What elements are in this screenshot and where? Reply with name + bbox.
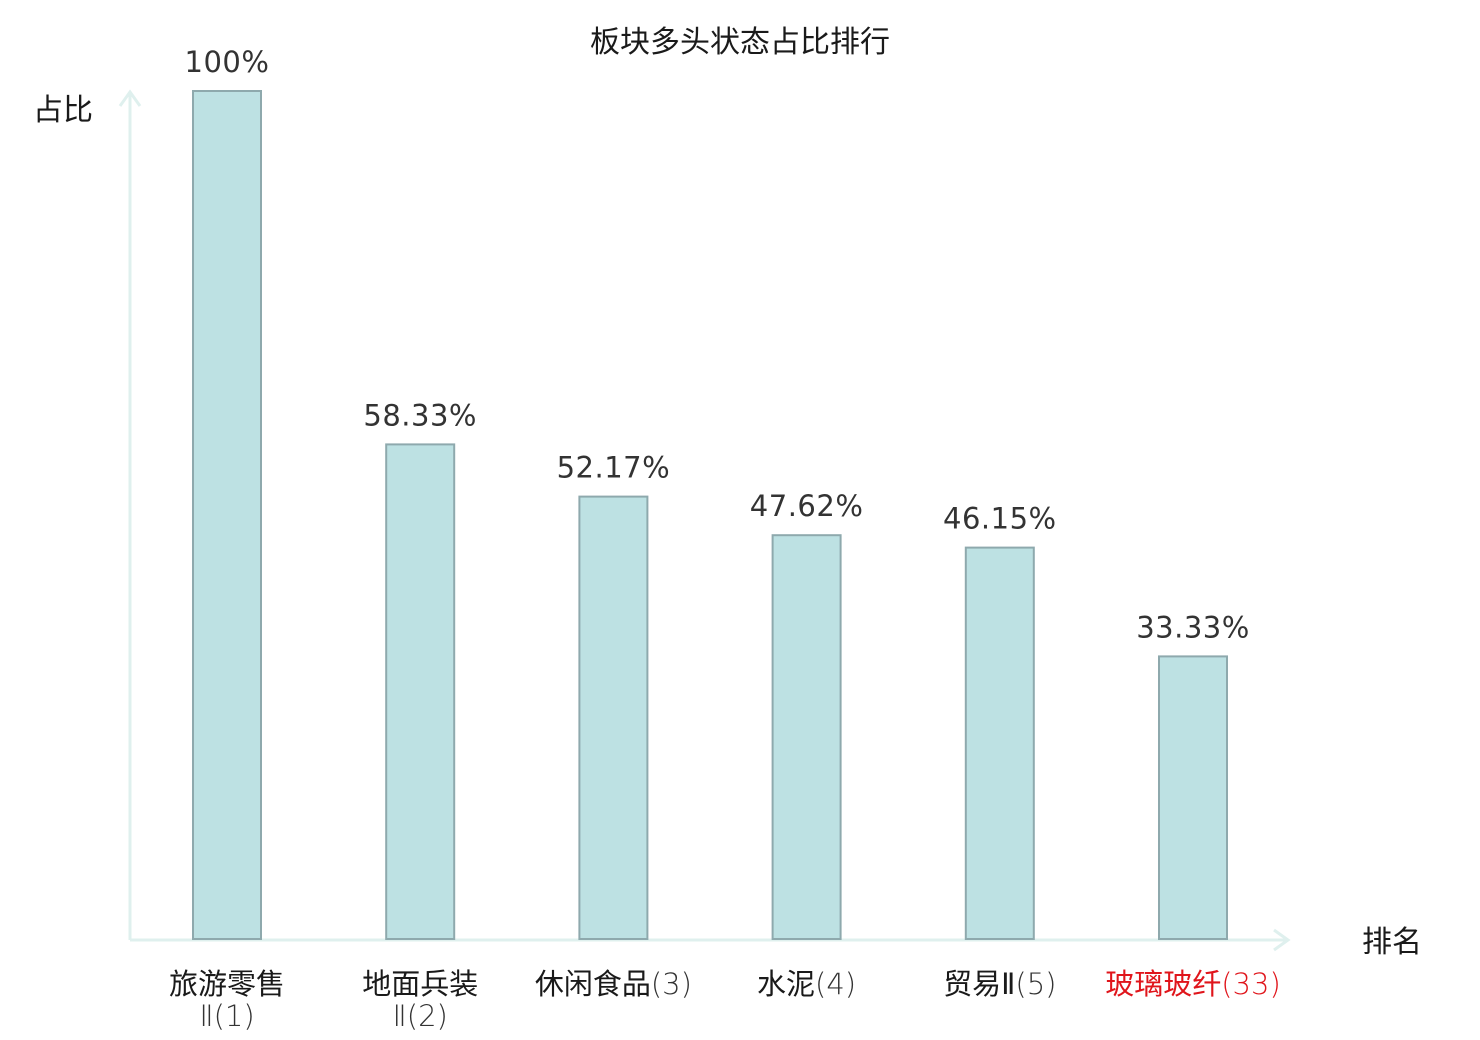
bar (385, 443, 456, 940)
bar (1158, 655, 1228, 941)
bars-group (192, 90, 1228, 941)
tick-label: 水泥(4) (757, 967, 856, 1001)
x-axis-arrow (1273, 928, 1291, 952)
tick-label: 旅游零售 Ⅱ(1) (169, 967, 285, 1033)
y-axis-arrow (118, 89, 142, 107)
bar (771, 534, 842, 940)
data-label: 47.62% (750, 489, 864, 523)
value-labels-group: 100% 58.33% 52.17% 47.62% 46.15% 33.33% (185, 45, 1250, 644)
tick-label: 地面兵装 Ⅱ(2) (362, 967, 478, 1033)
bar (192, 90, 262, 940)
data-label: 58.33% (363, 398, 477, 432)
x-axis-label: 排名 (1362, 925, 1422, 960)
tick-label: 休闲食品(3) (535, 967, 692, 1001)
data-label: 33.33% (1136, 610, 1250, 644)
chart-title: 板块多头状态占比排行 (590, 25, 890, 60)
data-label: 46.15% (943, 502, 1057, 536)
bar (964, 546, 1035, 940)
tick-label: 玻璃玻纤(33) (1105, 967, 1281, 1001)
tick-label: 贸易Ⅱ(5) (943, 967, 1056, 1001)
category-labels-group: 旅游零售 Ⅱ(1) 地面兵装 Ⅱ(2) 休闲食品(3) 水泥(4) 贸易Ⅱ(5) 玻璃玻纤(3… (169, 967, 1281, 1033)
bar (578, 495, 649, 940)
data-label: 100% (185, 45, 270, 79)
y-axis-label: 占比 (33, 93, 93, 128)
data-label: 52.17% (557, 451, 671, 485)
